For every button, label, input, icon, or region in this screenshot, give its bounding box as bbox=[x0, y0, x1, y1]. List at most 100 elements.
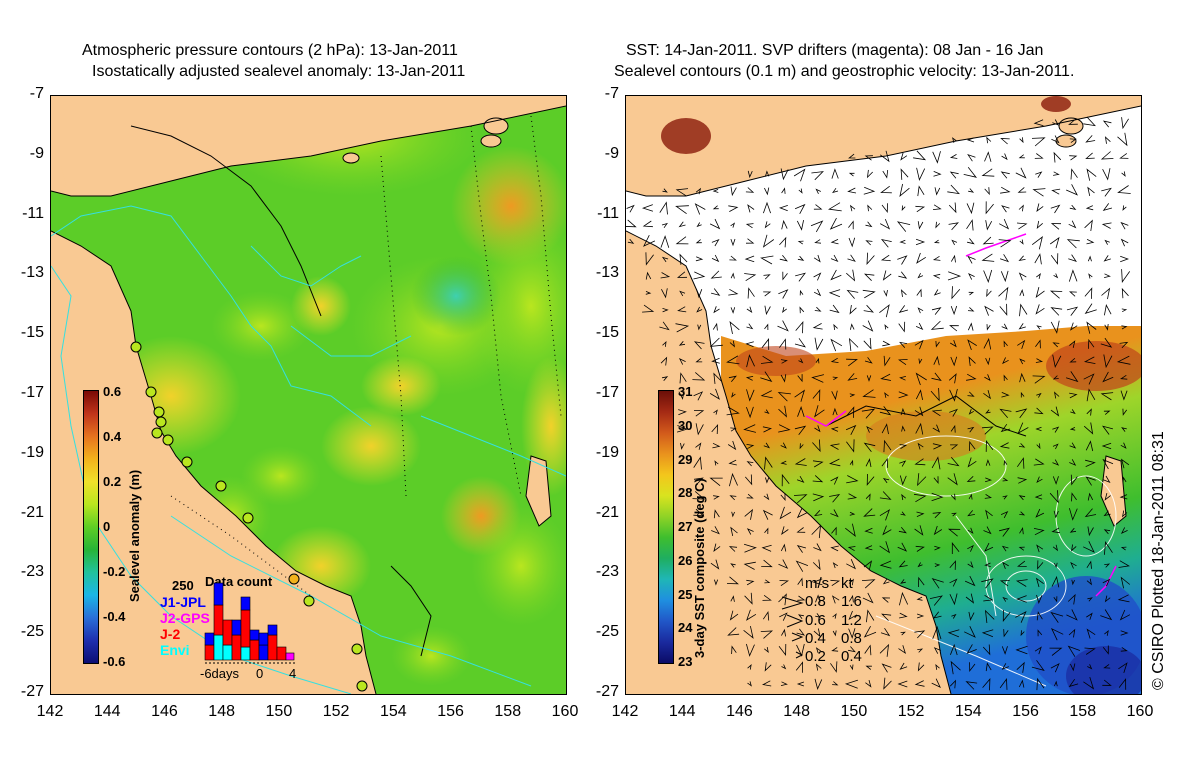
velocity-arrow bbox=[950, 356, 958, 367]
velocity-arrow bbox=[1034, 407, 1044, 415]
colorbar-tick: 27 bbox=[678, 519, 693, 534]
velocity-arrow bbox=[879, 150, 890, 163]
lon-label: 142 bbox=[611, 703, 639, 720]
velocity-arrow bbox=[1002, 477, 1009, 482]
velocity-arrow bbox=[1100, 151, 1114, 160]
velocity-row-2-kt: 1.2 bbox=[841, 612, 862, 629]
velocity-arrow bbox=[793, 494, 808, 504]
velocity-arrow bbox=[780, 543, 787, 552]
velocity-arrow bbox=[1035, 426, 1042, 432]
velocity-arrow bbox=[1086, 628, 1096, 639]
velocity-arrow bbox=[712, 205, 719, 210]
velocity-arrow bbox=[964, 626, 976, 638]
velocity-arrow bbox=[966, 476, 976, 483]
velocity-arrow bbox=[627, 238, 635, 244]
mission-j2-gps: J2-GPS bbox=[160, 610, 210, 626]
velocity-arrow bbox=[1071, 492, 1077, 502]
velocity-arrow bbox=[763, 274, 771, 280]
velocity-arrow bbox=[812, 323, 823, 330]
velocity-arrow bbox=[914, 525, 924, 536]
colorbar-tick: 31 bbox=[678, 384, 693, 399]
velocity-arrow bbox=[730, 272, 735, 279]
velocity-arrow bbox=[930, 387, 940, 402]
velocity-arrow bbox=[779, 506, 792, 520]
velocity-arrow bbox=[866, 426, 873, 433]
velocity-arrow bbox=[678, 409, 687, 416]
velocity-arrow bbox=[797, 240, 804, 245]
velocity-arrow bbox=[780, 168, 789, 181]
velocity-arrow bbox=[1085, 476, 1096, 486]
velocity-arrow bbox=[1085, 152, 1095, 159]
velocity-arrow bbox=[967, 527, 974, 534]
velocity-arrow bbox=[1001, 392, 1010, 398]
velocity-arrow bbox=[896, 221, 911, 232]
velocity-arrow bbox=[796, 545, 807, 553]
velocity-arrow bbox=[1066, 306, 1079, 316]
velocity-arrow bbox=[761, 680, 772, 687]
velocity-arrow bbox=[881, 203, 888, 214]
velocity-arrow bbox=[660, 356, 668, 366]
velocity-arrow bbox=[1087, 492, 1094, 501]
velocity-arrow bbox=[880, 218, 891, 230]
velocity-arrow bbox=[1003, 459, 1008, 466]
velocity-arrow bbox=[846, 475, 859, 484]
velocity-arrow bbox=[931, 577, 944, 589]
velocity-arrow bbox=[1000, 510, 1009, 519]
velocity-arrow bbox=[730, 595, 735, 602]
velocity-arrow bbox=[645, 271, 652, 280]
velocity-arrow bbox=[999, 254, 1010, 263]
velocity-arrow bbox=[728, 375, 737, 383]
velocity-arrow bbox=[1102, 578, 1111, 587]
velocity-arrow bbox=[831, 390, 838, 401]
velocity-arrow bbox=[764, 409, 770, 415]
velocity-arrow bbox=[986, 324, 991, 331]
velocity-arrow bbox=[713, 543, 721, 553]
velocity-arrow bbox=[848, 172, 855, 177]
velocity-arrow bbox=[1037, 629, 1043, 637]
velocity-arrow bbox=[811, 524, 822, 539]
velocity-arrow bbox=[1084, 508, 1097, 518]
velocity-arrow bbox=[968, 291, 975, 296]
velocity-arrow bbox=[695, 187, 702, 195]
velocity-arrow bbox=[832, 407, 838, 416]
velocity-arrow bbox=[951, 512, 957, 517]
velocity-arrow bbox=[1070, 561, 1077, 569]
velocity-arrow bbox=[981, 426, 994, 435]
velocity-arrow bbox=[984, 187, 990, 196]
velocity-arrow bbox=[882, 270, 892, 281]
velocity-arrow bbox=[986, 289, 992, 298]
velocity-arrow bbox=[1000, 186, 1011, 194]
velocity-arrow bbox=[1069, 527, 1077, 533]
velocity-arrow bbox=[1087, 664, 1093, 670]
data-count-max: 250 bbox=[172, 578, 194, 593]
velocity-arrow bbox=[866, 252, 875, 266]
velocity-arrow bbox=[1065, 371, 1079, 383]
velocity-arrow bbox=[898, 526, 907, 534]
lat-label: -7 bbox=[29, 85, 44, 102]
velocity-arrow bbox=[998, 286, 1009, 301]
velocity-arrow bbox=[1053, 562, 1058, 569]
velocity-arrow bbox=[1120, 221, 1129, 230]
velocity-arrow bbox=[900, 631, 906, 636]
velocity-arrow bbox=[833, 323, 838, 330]
velocity-arrow bbox=[899, 183, 910, 197]
velocity-arrow bbox=[1051, 527, 1060, 534]
velocity-arrow bbox=[1053, 151, 1062, 163]
velocity-arrow bbox=[1015, 611, 1027, 623]
velocity-arrow bbox=[730, 526, 738, 536]
velocity-arrow bbox=[815, 647, 821, 654]
velocity-arrow bbox=[762, 611, 770, 621]
velocity-arrow bbox=[660, 235, 670, 248]
velocity-arrow bbox=[1034, 494, 1043, 500]
sealevel-anomaly-map-graphic bbox=[51, 96, 566, 694]
velocity-arrow bbox=[985, 459, 991, 466]
velocity-arrow bbox=[847, 254, 856, 262]
velocity-arrow bbox=[899, 341, 908, 348]
velocity-arrow bbox=[1117, 185, 1131, 194]
velocity-arrow bbox=[746, 579, 755, 586]
velocity-arrow bbox=[931, 492, 944, 502]
velocity-arrow bbox=[951, 613, 957, 619]
velocity-arrow bbox=[1002, 609, 1011, 622]
velocity-arrow bbox=[849, 664, 854, 671]
velocity-arrow bbox=[729, 321, 740, 334]
